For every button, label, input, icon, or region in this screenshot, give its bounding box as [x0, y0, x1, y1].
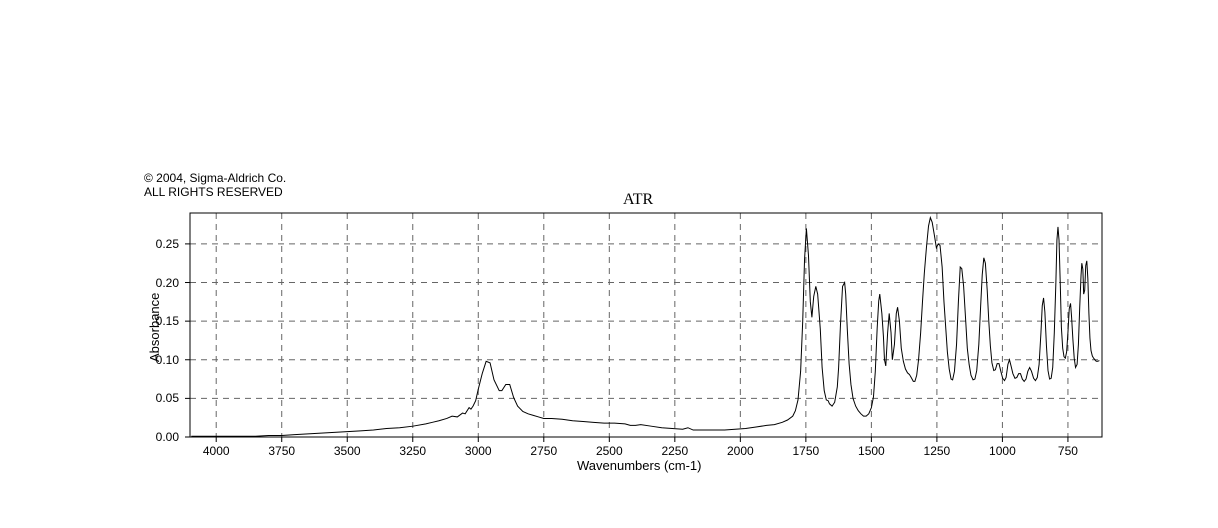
x-tick-label: 3000: [453, 444, 503, 458]
x-tick-label: 1000: [977, 444, 1027, 458]
y-tick-label: 0.25: [139, 237, 179, 251]
x-tick-label: 3500: [322, 444, 372, 458]
y-tick-label: 0.10: [139, 353, 179, 367]
x-tick-label: 2750: [519, 444, 569, 458]
x-tick-label: 4000: [191, 444, 241, 458]
x-tick-label: 3250: [388, 444, 438, 458]
y-tick-label: 0.05: [139, 391, 179, 405]
y-tick-label: 0.20: [139, 276, 179, 290]
x-tick-label: 1500: [846, 444, 896, 458]
x-tick-label: 2000: [715, 444, 765, 458]
y-tick-label: 0.00: [139, 430, 179, 444]
x-tick-label: 2500: [584, 444, 634, 458]
x-tick-label: 2250: [650, 444, 700, 458]
x-tick-label: 750: [1043, 444, 1093, 458]
x-tick-label: 1750: [781, 444, 831, 458]
x-tick-label: 1250: [912, 444, 962, 458]
x-tick-label: 3750: [257, 444, 307, 458]
y-tick-label: 0.15: [139, 314, 179, 328]
